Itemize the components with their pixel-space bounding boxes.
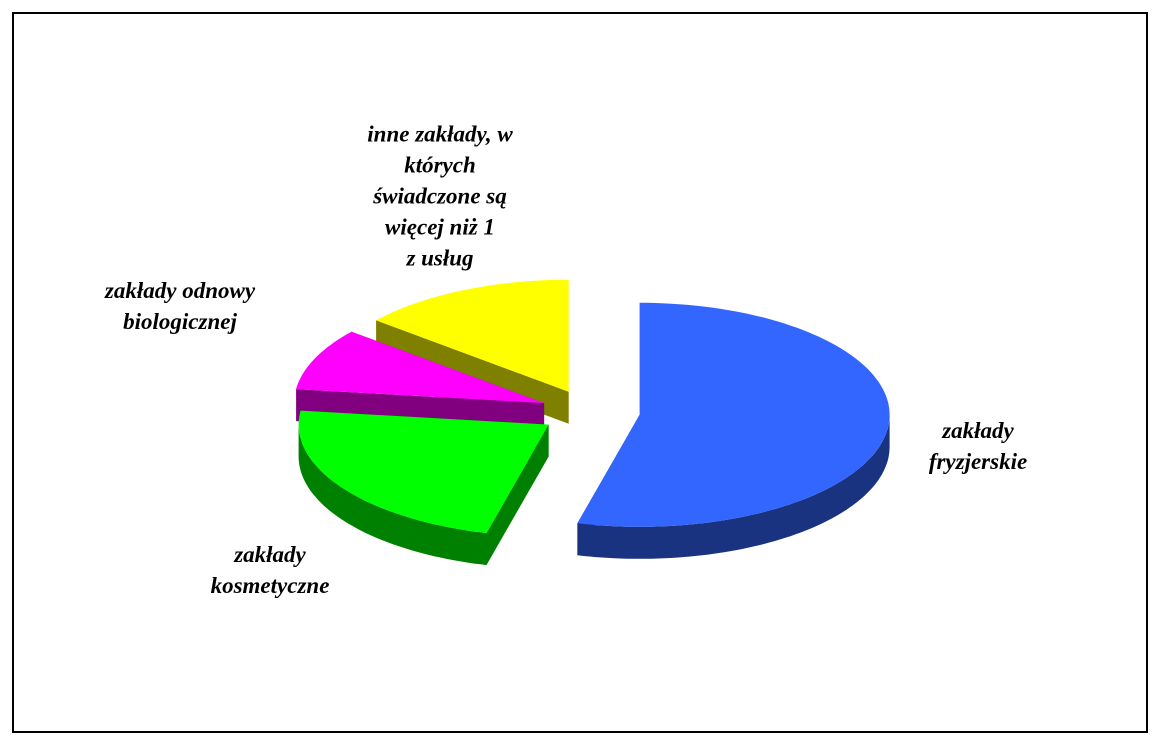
slice-side <box>486 424 549 566</box>
slice-top <box>577 302 890 527</box>
slice-wall <box>298 424 487 566</box>
chart-frame <box>12 12 1148 733</box>
slice-top <box>376 279 569 392</box>
slice-top <box>298 410 549 534</box>
slice-wall <box>577 414 890 559</box>
pie-slice <box>298 410 549 566</box>
slice-label: zakłady fryzjerskie <box>928 418 1028 474</box>
slice-top <box>296 331 545 404</box>
pie-slice <box>577 302 890 559</box>
slice-label: zakłady kosmetyczne <box>210 542 330 598</box>
slice-label: zakłady odnowy biologicznej <box>104 278 256 334</box>
slice-label: inne zakłady, w których świadczone są wi… <box>367 121 513 271</box>
